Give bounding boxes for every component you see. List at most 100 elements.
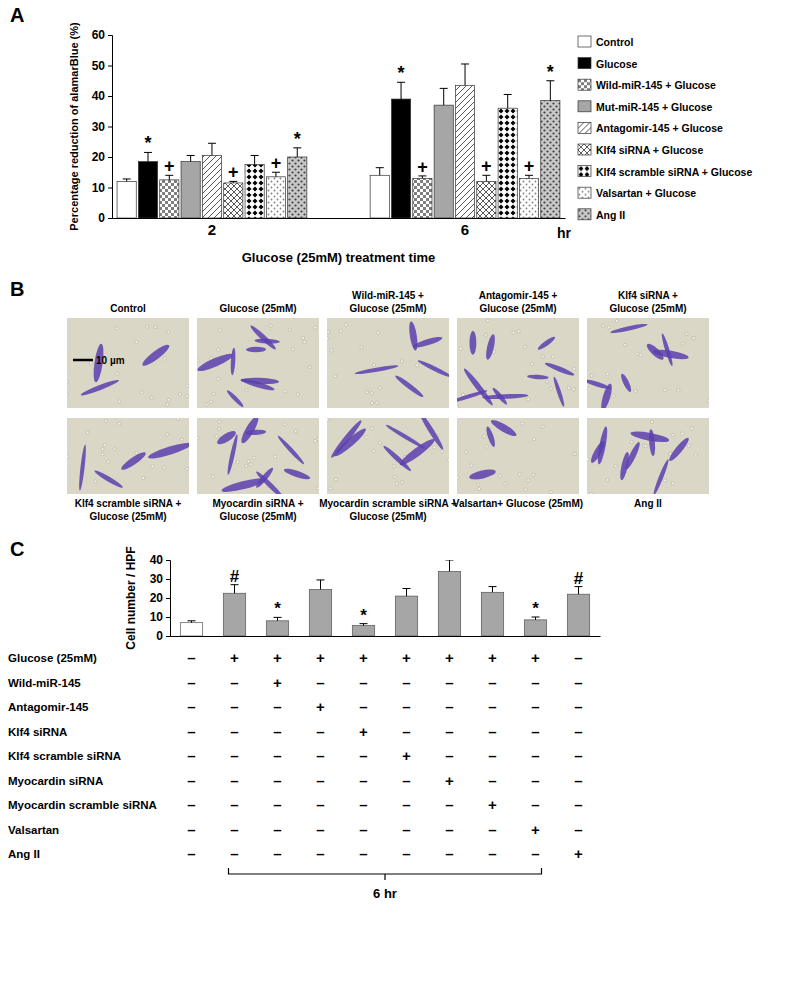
legend-item: Control [578, 36, 633, 48]
stained-cell [254, 466, 275, 489]
membrane-pore [178, 393, 181, 396]
stained-cell [354, 364, 398, 376]
membrane-pore [94, 480, 97, 483]
micrograph: 10 µm [65, 318, 189, 408]
table-cell: – [230, 845, 238, 862]
micrograph [326, 411, 450, 494]
table-cell: – [488, 772, 496, 789]
bar [541, 101, 560, 218]
membrane-pore [518, 473, 521, 476]
stained-cell [240, 377, 275, 392]
bar [567, 594, 589, 636]
stained-cell [462, 367, 495, 407]
membrane-pore [549, 387, 552, 390]
tick-mark [108, 157, 112, 158]
table-cell: – [531, 698, 539, 715]
scale-bar-label: 10 µm [96, 355, 125, 366]
table-cell: – [359, 796, 367, 813]
membrane-pore [308, 365, 311, 368]
legend-item: Glucose [578, 58, 638, 70]
membrane-pore [681, 432, 684, 435]
membrane-pore [447, 458, 449, 461]
bar [395, 596, 417, 636]
table-cell: + [273, 674, 282, 691]
legend-label: Wild-miR-145 + Glucose [596, 79, 716, 91]
table-cell: + [359, 723, 368, 740]
membrane-pore [101, 447, 104, 450]
row-label: Klf4 scramble siRNA [8, 750, 121, 762]
membrane-pore [634, 389, 637, 392]
membrane-pore [375, 401, 378, 404]
stained-cell [93, 469, 124, 490]
table-cell: – [230, 821, 238, 838]
axis-line [108, 36, 113, 219]
micrograph-content [457, 418, 579, 494]
table-cell: + [230, 649, 239, 666]
micrograph-content [67, 318, 189, 408]
membrane-pore [524, 345, 527, 348]
table-cell: – [402, 772, 410, 789]
bar [413, 178, 432, 218]
membrane-pore [330, 349, 333, 352]
table-cell: – [445, 723, 453, 740]
image-caption: Ang II [634, 498, 662, 509]
image-caption: Glucose (25mM) [609, 303, 686, 314]
stained-cell [140, 342, 171, 369]
bar [181, 162, 200, 218]
legend: ControlGlucoseWild-miR-145 + GlucoseMut-… [578, 36, 752, 221]
bar [202, 155, 221, 218]
table-cell: – [187, 674, 195, 691]
membrane-pore [291, 348, 294, 351]
membrane-pore [247, 460, 250, 463]
table-cell: – [445, 747, 453, 764]
membrane-pore [532, 437, 535, 440]
membrane-pore [218, 420, 221, 423]
figure-svg: A010203040506026**++++++**Percentage red… [0, 0, 786, 1002]
stained-cell [552, 376, 566, 407]
table-cell: – [531, 723, 539, 740]
error-bar [446, 560, 454, 571]
table-cell: + [402, 747, 411, 764]
membrane-pore [296, 393, 299, 396]
tick-label: 60 [92, 28, 106, 42]
treatment-table: Glucose (25mM)–++++++++–Wild-miR-145––+–… [8, 649, 583, 862]
stained-cell [652, 348, 689, 361]
stained-cell [468, 468, 496, 482]
table-cell: – [402, 723, 410, 740]
table-cell: – [445, 698, 453, 715]
image-caption: Wild-miR-145 + [352, 290, 424, 301]
membrane-pore [636, 352, 639, 355]
membrane-pore [527, 479, 530, 482]
plot-area [180, 560, 589, 636]
stained-cell [484, 334, 496, 361]
legend-label: Glucose [596, 58, 638, 70]
membrane-pore [370, 392, 373, 395]
stained-cell [246, 347, 266, 353]
bar [352, 626, 374, 636]
membrane-pore [517, 330, 520, 333]
membrane-pore [113, 448, 116, 451]
membrane-pore [104, 420, 107, 423]
tick: 30 [92, 120, 112, 134]
significance-mark: # [574, 569, 584, 588]
tick-mark [108, 188, 112, 189]
table-cell: – [402, 698, 410, 715]
membrane-pore [614, 464, 617, 467]
membrane-pore [142, 476, 145, 479]
bar [180, 623, 202, 636]
membrane-pore [327, 418, 329, 421]
bar [498, 108, 517, 218]
membrane-pore [677, 389, 680, 392]
membrane-pore [186, 384, 189, 387]
table-cell: – [445, 796, 453, 813]
panel-label: C [10, 538, 24, 560]
micrograph-content [457, 318, 579, 408]
bar [266, 621, 288, 636]
legend-swatch [578, 36, 591, 47]
error-bar [187, 155, 195, 161]
table-cell: + [316, 698, 325, 715]
membrane-pore [681, 342, 684, 345]
membrane-pore [365, 436, 368, 439]
micrograph-bg [587, 418, 709, 494]
table-cell: – [273, 772, 281, 789]
